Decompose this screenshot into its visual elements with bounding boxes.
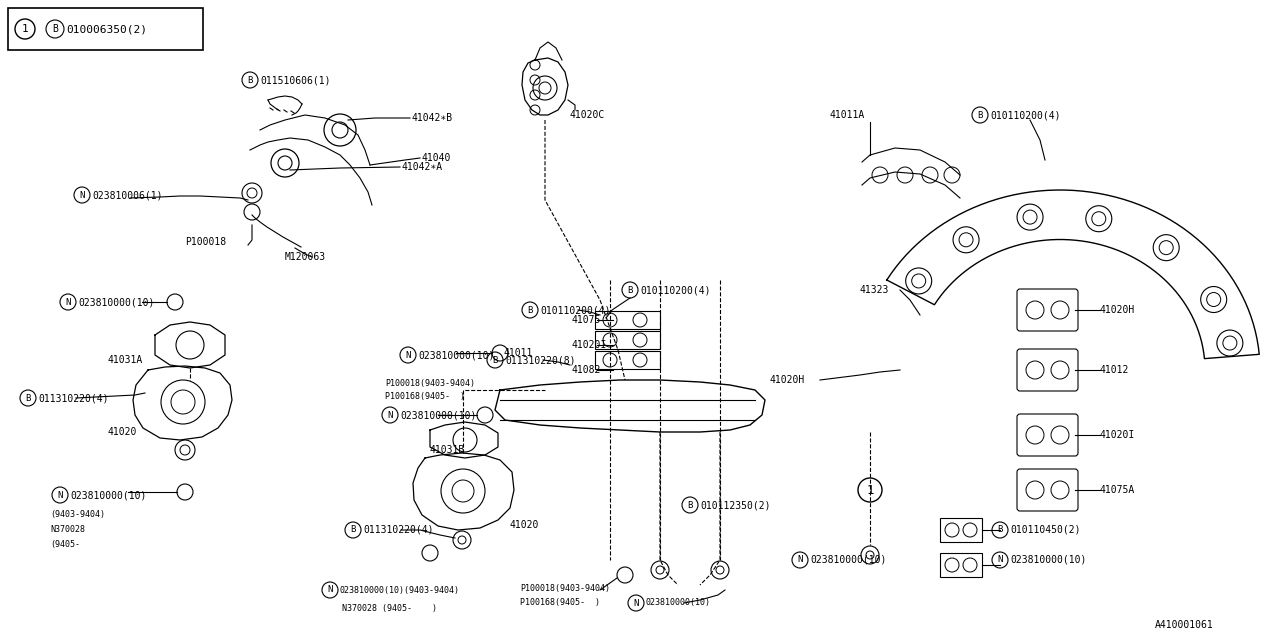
Text: 1: 1 [22, 24, 28, 34]
Text: 1: 1 [867, 483, 874, 497]
Text: B: B [627, 285, 632, 294]
Text: 41075: 41075 [572, 315, 602, 325]
Text: 023810000(10): 023810000(10) [70, 490, 146, 500]
Text: 011510606(1): 011510606(1) [260, 75, 330, 85]
Text: 010006350(2): 010006350(2) [67, 24, 147, 34]
Text: 41042∗B: 41042∗B [412, 113, 453, 123]
Text: N: N [797, 556, 803, 564]
FancyBboxPatch shape [1018, 289, 1078, 331]
Text: 010112350(2): 010112350(2) [700, 500, 771, 510]
Text: 010110450(2): 010110450(2) [1010, 525, 1080, 535]
Text: P100168(9405-  ): P100168(9405- ) [385, 392, 465, 401]
Text: A410001061: A410001061 [1155, 620, 1213, 630]
Text: 41020H: 41020H [771, 375, 805, 385]
Text: P100018(9403-9404): P100018(9403-9404) [385, 378, 475, 387]
Text: 41020H: 41020H [1100, 305, 1135, 315]
Text: 010110200(4): 010110200(4) [540, 305, 611, 315]
Text: 41011A: 41011A [829, 110, 865, 120]
FancyBboxPatch shape [595, 331, 660, 349]
Text: 011310220(8): 011310220(8) [506, 355, 576, 365]
Text: 41075A: 41075A [1100, 485, 1135, 495]
Text: 41011: 41011 [504, 348, 534, 358]
Text: B: B [247, 76, 252, 84]
Text: 41031B: 41031B [430, 445, 465, 455]
Text: B: B [687, 500, 692, 509]
Text: B: B [527, 305, 532, 314]
Text: N: N [997, 556, 1002, 564]
Text: 41020: 41020 [108, 427, 137, 437]
Text: 023810000(10)(9403-9404): 023810000(10)(9403-9404) [340, 586, 460, 595]
Text: M120063: M120063 [285, 252, 326, 262]
Text: 41082: 41082 [572, 365, 602, 375]
Text: 023810000(10): 023810000(10) [78, 297, 155, 307]
Text: N370028 (9405-    ): N370028 (9405- ) [342, 604, 436, 612]
Text: B: B [52, 24, 58, 34]
FancyBboxPatch shape [1018, 414, 1078, 456]
Text: P100018(9403-9404): P100018(9403-9404) [520, 584, 611, 593]
Text: N: N [79, 191, 84, 200]
Text: 010110200(4): 010110200(4) [640, 285, 710, 295]
Text: 023810000(10): 023810000(10) [1010, 555, 1087, 565]
Text: N: N [58, 490, 63, 499]
Text: 41020: 41020 [509, 520, 539, 530]
Text: 41020I: 41020I [572, 340, 607, 350]
Text: N: N [328, 586, 333, 595]
Text: N: N [634, 598, 639, 607]
Text: B: B [978, 111, 983, 120]
Text: B: B [997, 525, 1002, 534]
FancyBboxPatch shape [1018, 469, 1078, 511]
Text: (9403-9404): (9403-9404) [50, 511, 105, 520]
Text: N: N [406, 351, 411, 360]
Text: B: B [493, 355, 498, 365]
Text: 41020C: 41020C [570, 110, 605, 120]
Text: 011310220(4): 011310220(4) [364, 525, 434, 535]
Text: 41020I: 41020I [1100, 430, 1135, 440]
Text: 41042∗A: 41042∗A [402, 162, 443, 172]
Text: 023810000(10): 023810000(10) [419, 350, 494, 360]
Text: (9405-: (9405- [50, 541, 79, 550]
FancyBboxPatch shape [940, 518, 982, 542]
Text: 41031A: 41031A [108, 355, 143, 365]
FancyBboxPatch shape [940, 553, 982, 577]
Text: 023810000(10): 023810000(10) [810, 555, 886, 565]
Text: 41323: 41323 [860, 285, 890, 295]
Text: 010110200(4): 010110200(4) [989, 110, 1061, 120]
Text: 41040: 41040 [422, 153, 452, 163]
Text: 41012: 41012 [1100, 365, 1129, 375]
Text: B: B [351, 525, 356, 534]
Text: 023810000(10): 023810000(10) [399, 410, 476, 420]
Text: 023810006(1): 023810006(1) [92, 190, 163, 200]
Text: N: N [65, 298, 70, 307]
FancyBboxPatch shape [8, 8, 204, 50]
Text: N370028: N370028 [50, 525, 84, 534]
Text: P100168(9405-  ): P100168(9405- ) [520, 598, 600, 607]
FancyBboxPatch shape [595, 351, 660, 369]
FancyBboxPatch shape [1018, 349, 1078, 391]
Text: 023810000(10): 023810000(10) [646, 598, 710, 607]
Text: N: N [388, 410, 393, 419]
FancyBboxPatch shape [595, 311, 660, 329]
Text: B: B [26, 394, 31, 403]
Text: P100018: P100018 [186, 237, 227, 247]
Text: 011310220(4): 011310220(4) [38, 393, 109, 403]
